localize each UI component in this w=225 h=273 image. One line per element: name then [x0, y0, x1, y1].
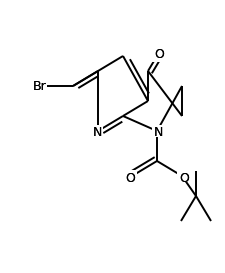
Text: N: N	[92, 126, 102, 138]
Text: N: N	[153, 126, 163, 138]
Text: Br: Br	[33, 79, 47, 93]
FancyBboxPatch shape	[33, 80, 47, 92]
Text: O: O	[179, 171, 189, 185]
FancyBboxPatch shape	[127, 170, 137, 182]
FancyBboxPatch shape	[177, 170, 187, 182]
FancyBboxPatch shape	[152, 125, 162, 137]
Text: O: O	[125, 171, 135, 185]
FancyBboxPatch shape	[152, 50, 162, 62]
Text: N: N	[153, 126, 163, 138]
Text: O: O	[154, 48, 164, 61]
Text: O: O	[154, 48, 164, 61]
Text: O: O	[125, 171, 135, 185]
Text: N: N	[92, 126, 102, 138]
FancyBboxPatch shape	[93, 125, 103, 137]
Text: Br: Br	[33, 79, 47, 93]
Text: O: O	[179, 171, 189, 185]
